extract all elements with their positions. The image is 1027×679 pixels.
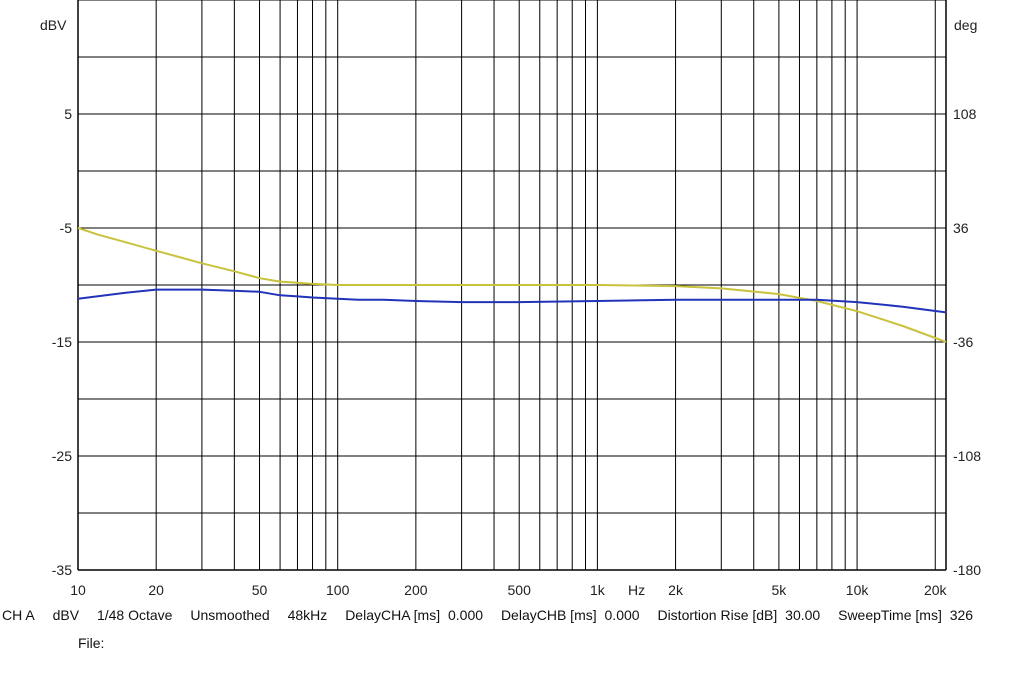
status-delay-b-value: 0.000 — [604, 607, 640, 623]
file-label: File: — [78, 635, 105, 651]
y-left-tick-label: -5 — [60, 220, 73, 236]
x-tick-label: 20 — [148, 582, 164, 598]
y-right-tick-label: -36 — [953, 334, 973, 350]
series-line-2 — [77, 288, 947, 314]
x-tick-label: 2k — [668, 582, 684, 598]
status-sweep-label: SweepTime [ms] — [838, 607, 942, 623]
x-tick-label: 5k — [772, 582, 788, 598]
status-channel: CH A — [2, 607, 35, 623]
x-tick-label: 1k — [590, 582, 606, 598]
x-axis-unit: Hz — [628, 582, 645, 598]
chart: 10 20 50 100 200 500 1k 2k 5k 10k 20k 5 -5 -15 -25 -35 1… — [40, 0, 981, 598]
x-tick-label: 500 — [508, 582, 532, 598]
status-distortion-value: 30.00 — [785, 607, 821, 623]
series-layer — [77, 227, 947, 343]
y-left-tick-label: 5 — [64, 106, 72, 122]
left-axis-unit: dBV — [40, 17, 67, 33]
status-smoothing: 1/48 Octave — [96, 607, 173, 623]
x-tick-label: 10 — [70, 582, 86, 598]
status-delay-a-value: 0.000 — [448, 607, 484, 623]
tick-labels: 10 20 50 100 200 500 1k 2k 5k 10k 20k 5 -5 -15 -25 -35 1… — [52, 106, 981, 598]
y-right-tick-label: 108 — [953, 106, 977, 122]
y-left-tick-label: -15 — [52, 334, 72, 350]
x-tick-label: 50 — [252, 582, 268, 598]
y-right-tick-label: -108 — [953, 448, 981, 464]
status-sweep-value: 326 — [949, 607, 974, 623]
y-right-tick-label: -180 — [953, 562, 981, 578]
status-distortion-label: Distortion Rise [dB] — [657, 607, 778, 623]
y-left-tick-label: -35 — [52, 562, 72, 578]
status-mode: Unsmoothed — [190, 607, 270, 623]
x-tick-label: 20k — [924, 582, 948, 598]
x-tick-label: 10k — [846, 582, 870, 598]
y-right-tick-label: 36 — [953, 220, 969, 236]
status-unit: dBV — [52, 607, 80, 623]
y-left-tick-label: -25 — [52, 448, 72, 464]
x-tick-label: 200 — [404, 582, 428, 598]
status-delay-a-label: DelayCHA [ms] — [345, 607, 441, 623]
right-axis-unit: deg — [954, 17, 977, 33]
x-tick-label: 100 — [326, 582, 350, 598]
status-rate: 48kHz — [287, 607, 328, 623]
status-delay-b-label: DelayCHB [ms] — [500, 607, 597, 623]
series-line-1 — [77, 227, 947, 343]
status-bar: CH A dBV 1/48 Octave Unsmoothed 48kHz De… — [2, 607, 987, 623]
